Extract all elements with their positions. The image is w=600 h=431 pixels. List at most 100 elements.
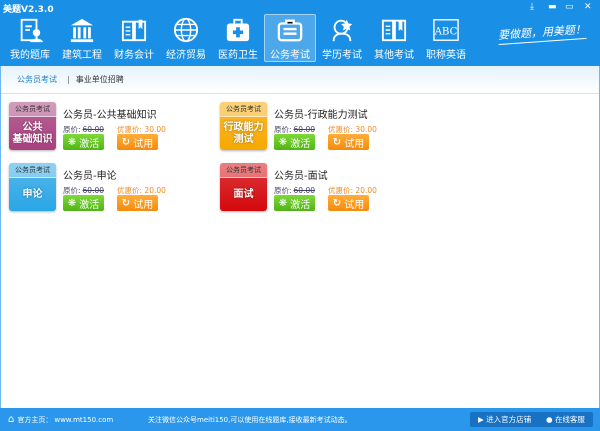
service-button[interactable]: ● 在线客服 bbox=[538, 412, 593, 427]
nav-item-label: 职称英语 bbox=[426, 50, 466, 61]
download-icon[interactable]: ⤓ bbox=[530, 2, 534, 12]
product-badge[interactable]: 公务员考试公共 基础知识 bbox=[9, 102, 56, 150]
original-price-value: 60.00 bbox=[82, 186, 105, 195]
nav-item-label: 其他考试 bbox=[374, 50, 414, 61]
nav-item-5[interactable]: 公务考试 bbox=[264, 14, 316, 62]
nav-item-7[interactable]: 其他考试 bbox=[368, 14, 420, 62]
nav-item-label: 医药卫生 bbox=[218, 50, 258, 61]
nav-item-label: 公务考试 bbox=[270, 50, 310, 61]
trial-button[interactable]: ↻ 试用 bbox=[328, 195, 369, 211]
activate-button[interactable]: ❋ 激活 bbox=[63, 134, 104, 150]
snowflake-icon: ❋ bbox=[67, 136, 77, 148]
home-icon: ⌂ bbox=[8, 414, 15, 425]
original-price-label: 原价: bbox=[63, 186, 81, 195]
activate-button[interactable]: ❋ 激活 bbox=[274, 195, 315, 211]
refresh-icon: ↻ bbox=[332, 136, 342, 148]
discount-price: 优惠价: 20.00 bbox=[328, 185, 377, 196]
badge-top: 公务员考试 bbox=[220, 163, 267, 178]
minimize-button[interactable]: ▬ bbox=[548, 2, 557, 12]
product-title: 公务员-公共基础知识 bbox=[63, 110, 157, 121]
original-price: 原价: 60.00 bbox=[63, 185, 104, 196]
nav-item-label: 学历考试 bbox=[322, 50, 362, 61]
activate-label: 激活 bbox=[79, 199, 100, 211]
product-card: 公务员考试行政能力 测试 公务员-行政能力测试 原价: 60.00 优惠价: 30.00… bbox=[220, 102, 420, 152]
tab-public-institution[interactable]: 事业单位招聘 bbox=[75, 75, 124, 84]
trial-button[interactable]: ↻ 试用 bbox=[117, 195, 158, 211]
original-price-label: 原价: bbox=[274, 186, 292, 195]
snowflake-icon: ❋ bbox=[278, 136, 288, 148]
badge-main: 申论 bbox=[22, 188, 43, 200]
building-icon bbox=[70, 18, 94, 43]
discount-price-label: 优惠价: bbox=[328, 186, 354, 195]
play-icon: ▶ bbox=[478, 415, 484, 424]
badge-top: 公务员考试 bbox=[9, 102, 56, 117]
activate-label: 激活 bbox=[290, 138, 311, 150]
refresh-icon: ↻ bbox=[121, 136, 131, 148]
badge-main: 行政能力 测试 bbox=[223, 121, 264, 145]
nav-item-4[interactable]: 医药卫生 bbox=[212, 14, 264, 62]
trial-label: 试用 bbox=[133, 199, 154, 211]
nav-item-0[interactable]: 我的题库 bbox=[4, 14, 56, 62]
refresh-icon: ↻ bbox=[121, 197, 131, 209]
trial-button[interactable]: ↻ 试用 bbox=[328, 134, 369, 150]
product-badge[interactable]: 公务员考试 面试 bbox=[220, 163, 267, 211]
graduate-icon bbox=[332, 19, 353, 42]
discount-price: 优惠价: 30.00 bbox=[117, 124, 166, 135]
tab-civil-service[interactable]: 公务员考试 bbox=[17, 75, 57, 84]
maximize-button[interactable]: ▭ bbox=[565, 2, 574, 12]
activate-label: 激活 bbox=[290, 199, 311, 211]
sub-tabs: 公务员考试 | 事业单位招聘 bbox=[1, 66, 599, 94]
shop-button-label: 进入官方店铺 bbox=[486, 415, 532, 424]
original-price-value: 60.00 bbox=[293, 186, 316, 195]
product-title: 公务员-行政能力测试 bbox=[274, 110, 368, 121]
activate-button[interactable]: ❋ 激活 bbox=[63, 195, 104, 211]
nav-item-3[interactable]: 经济贸易 bbox=[160, 14, 212, 62]
trial-label: 试用 bbox=[344, 138, 365, 150]
original-price-value: 60.00 bbox=[82, 125, 105, 134]
category-nav: 我的题库 建筑工程 财务会计 经济贸易 医药卫生 公务考试 学历考试 其他考试 ABC 职称英语 bbox=[4, 14, 472, 62]
badge-top: 公务员考试 bbox=[220, 102, 267, 117]
discount-price-value: 30.00 bbox=[355, 125, 377, 134]
divider: | bbox=[67, 75, 70, 84]
medical-kit-icon bbox=[226, 18, 250, 42]
footer-notice: 关注微信公众号meiti150,可以使用在线题库,接收最新考试动态。 bbox=[148, 415, 352, 424]
slogan: 要做题，用美题！ bbox=[497, 20, 587, 46]
abc-icon: ABC bbox=[433, 19, 459, 41]
question-bank-icon bbox=[20, 18, 43, 43]
close-button[interactable]: ✕ bbox=[584, 2, 592, 12]
globe-icon bbox=[173, 17, 199, 43]
briefcase-icon bbox=[277, 19, 303, 42]
original-price: 原价: 60.00 bbox=[274, 124, 315, 135]
svg-text:ABC: ABC bbox=[434, 27, 458, 38]
snowflake-icon: ❋ bbox=[67, 197, 77, 209]
product-badge[interactable]: 公务员考试行政能力 测试 bbox=[220, 102, 267, 150]
discount-price: 优惠价: 20.00 bbox=[117, 185, 166, 196]
home-label: 官方主页： bbox=[17, 415, 53, 424]
product-badge[interactable]: 公务员考试 申论 bbox=[9, 163, 56, 211]
shop-button[interactable]: ▶ 进入官方店铺 bbox=[470, 412, 540, 427]
badge-main: 公共 基础知识 bbox=[12, 121, 53, 145]
discount-price-label: 优惠价: bbox=[117, 125, 143, 134]
product-title: 公务员-面试 bbox=[274, 171, 328, 182]
original-price-label: 原价: bbox=[63, 125, 81, 134]
home-link[interactable]: www.mt150.com bbox=[54, 415, 114, 424]
nav-item-8[interactable]: ABC 职称英语 bbox=[420, 14, 472, 62]
chat-icon: ● bbox=[546, 415, 553, 424]
activate-button[interactable]: ❋ 激活 bbox=[274, 134, 315, 150]
book-icon bbox=[121, 19, 147, 42]
discount-price-label: 优惠价: bbox=[117, 186, 143, 195]
activate-label: 激活 bbox=[79, 138, 100, 150]
nav-item-label: 建筑工程 bbox=[62, 50, 102, 61]
trial-button[interactable]: ↻ 试用 bbox=[117, 134, 158, 150]
original-price: 原价: 60.00 bbox=[63, 124, 104, 135]
nav-item-1[interactable]: 建筑工程 bbox=[56, 14, 108, 62]
badge-top: 公务员考试 bbox=[9, 163, 56, 178]
discount-price: 优惠价: 30.00 bbox=[328, 124, 377, 135]
original-price: 原价: 60.00 bbox=[274, 185, 315, 196]
discount-price-value: 20.00 bbox=[355, 186, 377, 195]
original-price-value: 60.00 bbox=[293, 125, 316, 134]
nav-item-label: 经济贸易 bbox=[166, 50, 206, 61]
nav-item-2[interactable]: 财务会计 bbox=[108, 14, 160, 62]
nav-item-6[interactable]: 学历考试 bbox=[316, 14, 368, 62]
product-card: 公务员考试 面试 公务员-面试 原价: 60.00 优惠价: 20.00 ❋ 激活 ↻ 试用 bbox=[220, 163, 420, 213]
